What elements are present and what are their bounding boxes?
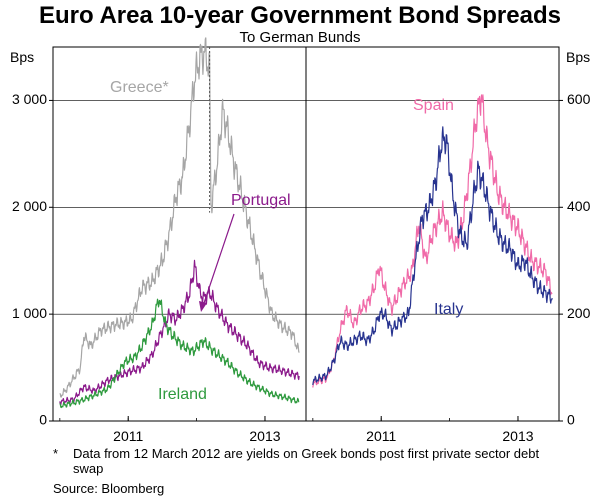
right-panel-frame xyxy=(305,46,560,422)
right-ytick-label: 600 xyxy=(567,91,591,107)
left-ytick-label: 0 xyxy=(39,412,47,428)
series-line-spain xyxy=(312,94,553,388)
source-note: Source: Bloomberg xyxy=(53,481,165,496)
left-ylabel: Bps xyxy=(10,49,34,65)
portugal-arrowhead xyxy=(199,301,207,312)
right-gridlines xyxy=(306,100,559,315)
right-ytick-label: 200 xyxy=(567,305,591,321)
right-ylabel: Bps xyxy=(566,49,590,65)
chart-title: Euro Area 10-year Government Bond Spread… xyxy=(39,2,561,29)
series-line-portugal xyxy=(59,259,300,406)
left-ytick-label: 2 000 xyxy=(12,198,47,214)
left-panel-frame xyxy=(52,46,307,422)
series-line-italy xyxy=(312,126,553,386)
portugal-pointer-arrow xyxy=(202,213,235,307)
left-axis-ticks: 0 1 000 2 000 3 000 2011 2013 xyxy=(12,91,281,444)
chart-subtitle: To German Bunds xyxy=(239,29,361,46)
series-line-ireland xyxy=(59,298,300,409)
right-series-lines xyxy=(312,94,553,388)
left-xtick-label: 2013 xyxy=(249,428,280,444)
annotation-marks xyxy=(199,47,235,312)
left-xtick-label: 2011 xyxy=(113,428,143,444)
left-series-lines xyxy=(59,37,300,409)
footnote: * Data from 12 March 2012 are yields on … xyxy=(53,446,563,476)
legend-label-spain: Spain xyxy=(413,97,454,114)
footnote-marker: * xyxy=(53,446,59,461)
bond-spreads-chart: 0 1 000 2 000 3 000 2011 2013 0 200 400 600 2011 2… xyxy=(10,37,591,444)
right-xtick-label: 2011 xyxy=(366,428,396,444)
left-gridlines xyxy=(53,100,306,315)
legend-label-greece: Greece* xyxy=(110,79,169,96)
right-xtick-label: 2013 xyxy=(502,428,533,444)
legend-label-portugal: Portugal xyxy=(231,192,291,209)
right-axis-ticks: 0 200 400 600 2011 2013 xyxy=(312,91,591,444)
right-ytick-label: 0 xyxy=(567,412,575,428)
right-ytick-label: 400 xyxy=(567,198,591,214)
left-ytick-label: 1 000 xyxy=(12,305,47,321)
footnote-text: Data from 12 March 2012 are yields on Gr… xyxy=(73,446,540,476)
left-ytick-label: 3 000 xyxy=(12,91,47,107)
series-line-greece xyxy=(59,37,300,398)
legend-label-italy: Italy xyxy=(434,301,463,318)
legend-label-ireland: Ireland xyxy=(158,386,207,403)
